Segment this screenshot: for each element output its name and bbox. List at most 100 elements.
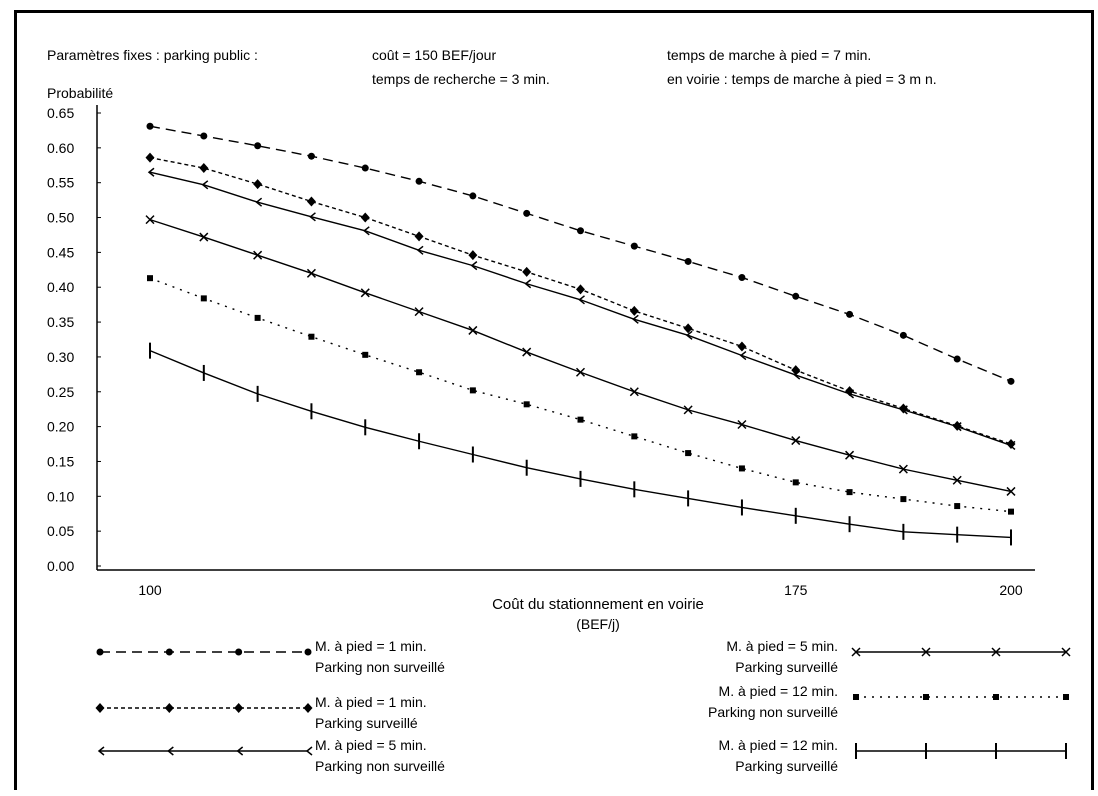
data-point xyxy=(899,331,907,339)
series-line xyxy=(149,125,1012,382)
legend-item-3: M. à pied = 5 min. Parking non surveillé xyxy=(97,737,445,774)
data-point xyxy=(630,242,638,250)
series-5 xyxy=(147,275,1014,515)
x-axis-label: Coût du stationnement en voirie xyxy=(492,596,704,613)
legend-label-line2: Parking non surveillé xyxy=(708,704,838,720)
data-point xyxy=(200,295,207,302)
data-point xyxy=(954,422,962,432)
axes: 0.00 0.05 0.10 0.15 0.20 0.25 0.30 0.35 0.40 0.45… xyxy=(47,105,1035,598)
data-point xyxy=(923,694,929,700)
header-search-time: temps de recherche = 3 min. xyxy=(372,71,550,87)
data-point xyxy=(791,436,801,446)
data-point xyxy=(254,314,261,321)
legend-label-line2: Parking surveillé xyxy=(735,758,838,774)
data-point xyxy=(360,212,370,223)
x-tick-label: 175 xyxy=(784,582,808,598)
data-point xyxy=(522,347,532,357)
y-tick-label: 0.45 xyxy=(47,244,74,260)
data-point xyxy=(167,746,174,756)
data-point xyxy=(363,226,370,236)
data-point xyxy=(954,503,961,510)
series-4 xyxy=(145,215,1016,496)
series-6 xyxy=(149,342,1012,546)
data-point xyxy=(737,419,747,430)
series-line xyxy=(149,171,1012,447)
data-point xyxy=(306,268,316,278)
data-point xyxy=(632,314,639,324)
legend-label-line2: Parking surveillé xyxy=(735,659,838,675)
data-point xyxy=(1061,647,1071,657)
data-point xyxy=(234,703,244,713)
y-tick-label: 0.55 xyxy=(47,175,74,191)
legend-label-line2: Parking non surveillé xyxy=(315,758,445,774)
data-point xyxy=(737,341,747,352)
data-point xyxy=(921,647,931,657)
series-line xyxy=(149,218,1012,493)
y-tick-label: 0.60 xyxy=(47,140,74,156)
data-point xyxy=(1063,694,1069,700)
data-point xyxy=(96,648,104,656)
data-point xyxy=(578,295,585,305)
x-tick-label: 100 xyxy=(138,582,162,598)
legend-label-line1: M. à pied = 12 min. xyxy=(719,683,838,699)
legend-label-line1: M. à pied = 12 min. xyxy=(719,737,838,753)
legend-item-1: M. à pied = 1 min. Parking non surveillé xyxy=(96,638,445,675)
data-point xyxy=(254,142,262,150)
series-line xyxy=(149,350,1012,539)
x-tick-label: 200 xyxy=(999,582,1023,598)
data-point xyxy=(1008,508,1014,515)
y-tick-label: 0.40 xyxy=(47,279,74,295)
data-point xyxy=(415,177,423,185)
header-walk-time-public: temps de marche à pied = 7 min. xyxy=(667,47,871,63)
header-fixed-params: Paramètres fixes : parking public : xyxy=(47,47,258,63)
data-point xyxy=(851,647,861,657)
y-tick-label: 0.15 xyxy=(47,453,74,469)
data-point xyxy=(307,152,315,160)
data-point xyxy=(853,694,859,700)
data-point xyxy=(199,163,209,174)
y-tick-label: 0.00 xyxy=(47,558,74,574)
data-point xyxy=(416,369,423,376)
data-point xyxy=(898,464,908,474)
data-point xyxy=(993,694,999,700)
data-point xyxy=(145,215,155,225)
data-point xyxy=(991,647,1001,657)
data-point xyxy=(953,355,961,363)
data-point xyxy=(847,389,855,399)
data-point xyxy=(362,351,369,358)
data-point xyxy=(684,257,692,265)
data-point xyxy=(468,325,478,335)
legend-label-line1: M. à pied = 5 min. xyxy=(726,638,838,654)
data-point xyxy=(629,305,639,316)
series-1 xyxy=(146,122,1015,385)
figure-frame xyxy=(14,10,1094,790)
data-point xyxy=(792,292,800,300)
data-point xyxy=(469,192,477,200)
data-point xyxy=(952,475,962,485)
data-point xyxy=(523,209,531,217)
y-tick-label: 0.50 xyxy=(47,210,74,226)
data-point xyxy=(199,232,209,242)
data-point xyxy=(165,648,173,656)
data-point xyxy=(306,196,316,207)
legend-label-line2: Parking surveillé xyxy=(315,715,418,731)
data-point xyxy=(360,288,370,298)
data-point xyxy=(1007,377,1015,385)
data-point xyxy=(738,273,746,281)
data-point xyxy=(145,152,155,163)
data-point xyxy=(1008,440,1016,451)
data-point xyxy=(683,405,693,415)
data-point xyxy=(846,489,853,496)
y-tick-label: 0.10 xyxy=(47,488,74,504)
data-point xyxy=(164,703,174,713)
data-point xyxy=(793,370,801,380)
y-tick-label: 0.25 xyxy=(47,384,74,400)
legend-label-line1: M. à pied = 1 min. xyxy=(315,638,427,654)
data-point xyxy=(739,350,747,361)
data-point xyxy=(253,179,263,190)
data-point xyxy=(469,387,476,394)
data-point xyxy=(97,746,105,756)
y-tick-label: 0.05 xyxy=(47,523,74,539)
legend-item-4: M. à pied = 5 min. Parking surveillé xyxy=(726,638,1071,675)
data-point xyxy=(900,496,907,503)
